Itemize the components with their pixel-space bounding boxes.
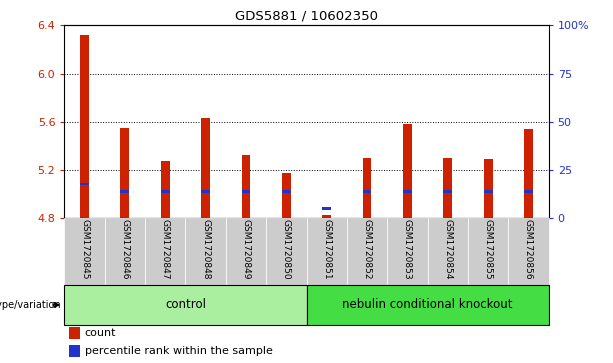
Bar	[282, 190, 291, 193]
Bar	[322, 215, 331, 218]
Text: genotype/variation: genotype/variation	[0, 300, 61, 310]
Text: count: count	[85, 329, 116, 338]
Bar	[242, 155, 250, 218]
Bar	[69, 327, 80, 339]
Bar	[524, 129, 533, 218]
Bar	[347, 218, 387, 285]
Text: GSM1720853: GSM1720853	[403, 219, 412, 280]
Bar	[508, 218, 549, 285]
Bar	[161, 161, 170, 218]
Bar	[524, 190, 533, 193]
Bar	[64, 285, 306, 325]
Text: GSM1720848: GSM1720848	[201, 219, 210, 280]
Bar	[121, 128, 129, 218]
Bar	[105, 218, 145, 285]
Bar	[80, 35, 89, 218]
Bar	[468, 218, 508, 285]
Text: GSM1720849: GSM1720849	[242, 219, 251, 280]
Text: GSM1720854: GSM1720854	[443, 219, 452, 280]
Text: GSM1720845: GSM1720845	[80, 219, 89, 280]
Bar	[306, 285, 549, 325]
Bar	[403, 124, 412, 218]
Bar	[201, 190, 210, 193]
Bar	[242, 190, 250, 193]
Bar	[266, 218, 306, 285]
Text: percentile rank within the sample: percentile rank within the sample	[85, 346, 273, 356]
Text: GSM1720850: GSM1720850	[282, 219, 291, 280]
Bar	[387, 218, 428, 285]
Bar	[121, 190, 129, 193]
Bar	[363, 158, 371, 218]
Bar	[403, 190, 412, 193]
Bar	[363, 190, 371, 193]
Bar	[443, 158, 452, 218]
Text: nebulin conditional knockout: nebulin conditional knockout	[342, 298, 513, 311]
Text: GSM1720851: GSM1720851	[322, 219, 331, 280]
Bar	[80, 183, 89, 185]
Text: control: control	[165, 298, 206, 311]
Bar	[484, 190, 492, 193]
Bar	[226, 218, 266, 285]
Bar	[145, 218, 185, 285]
Text: GSM1720847: GSM1720847	[161, 219, 170, 280]
Title: GDS5881 / 10602350: GDS5881 / 10602350	[235, 10, 378, 23]
Bar	[201, 118, 210, 218]
Bar	[69, 344, 80, 356]
Bar	[161, 190, 170, 193]
Bar	[185, 218, 226, 285]
Bar	[484, 159, 492, 218]
Text: GSM1720846: GSM1720846	[120, 219, 129, 280]
Text: GSM1720855: GSM1720855	[484, 219, 493, 280]
Text: GSM1720852: GSM1720852	[362, 219, 371, 280]
Bar	[306, 218, 347, 285]
Text: GSM1720856: GSM1720856	[524, 219, 533, 280]
Bar	[282, 173, 291, 218]
Bar	[427, 218, 468, 285]
Bar	[64, 218, 105, 285]
Bar	[322, 207, 331, 209]
Bar	[443, 190, 452, 193]
